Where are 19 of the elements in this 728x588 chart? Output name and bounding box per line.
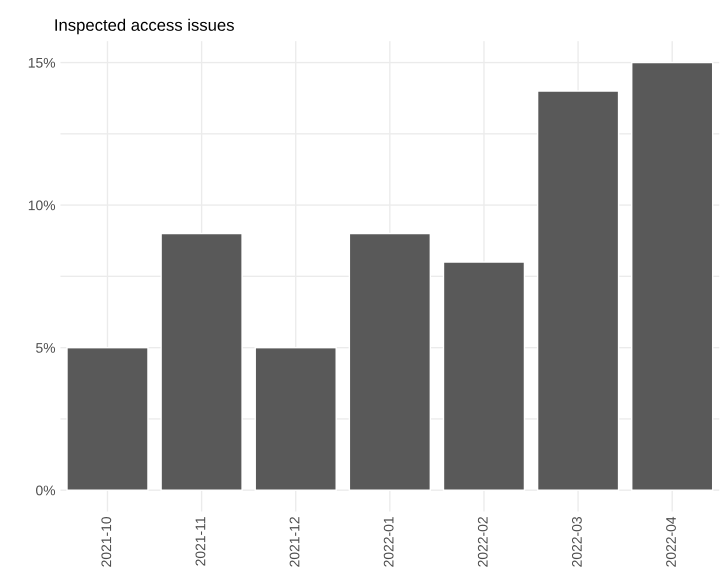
x-tick-label: 2022-04 (666, 516, 676, 567)
bar (536, 90, 620, 491)
bar (66, 346, 149, 491)
x-tick-label: 2022-03 (572, 517, 582, 567)
x-tick-label: 2021-12 (290, 517, 300, 567)
y-tick-label: 0% (36, 486, 56, 496)
y-tick-label: 10% (28, 200, 56, 210)
bar (631, 62, 714, 491)
x-tick-label: 2022-01 (384, 517, 394, 567)
bar (442, 261, 526, 491)
y-tick-label: 15% (28, 58, 56, 68)
bar (160, 232, 243, 491)
y-tick-label: 5% (36, 343, 56, 353)
x-tick-label: 2022-02 (478, 517, 488, 567)
chart-title: Inspected access issues (55, 18, 234, 34)
bar (348, 232, 432, 491)
x-tick-label: 2021-10 (101, 516, 112, 567)
bar (254, 346, 337, 491)
x-tick-label: 2021-11 (195, 517, 206, 566)
